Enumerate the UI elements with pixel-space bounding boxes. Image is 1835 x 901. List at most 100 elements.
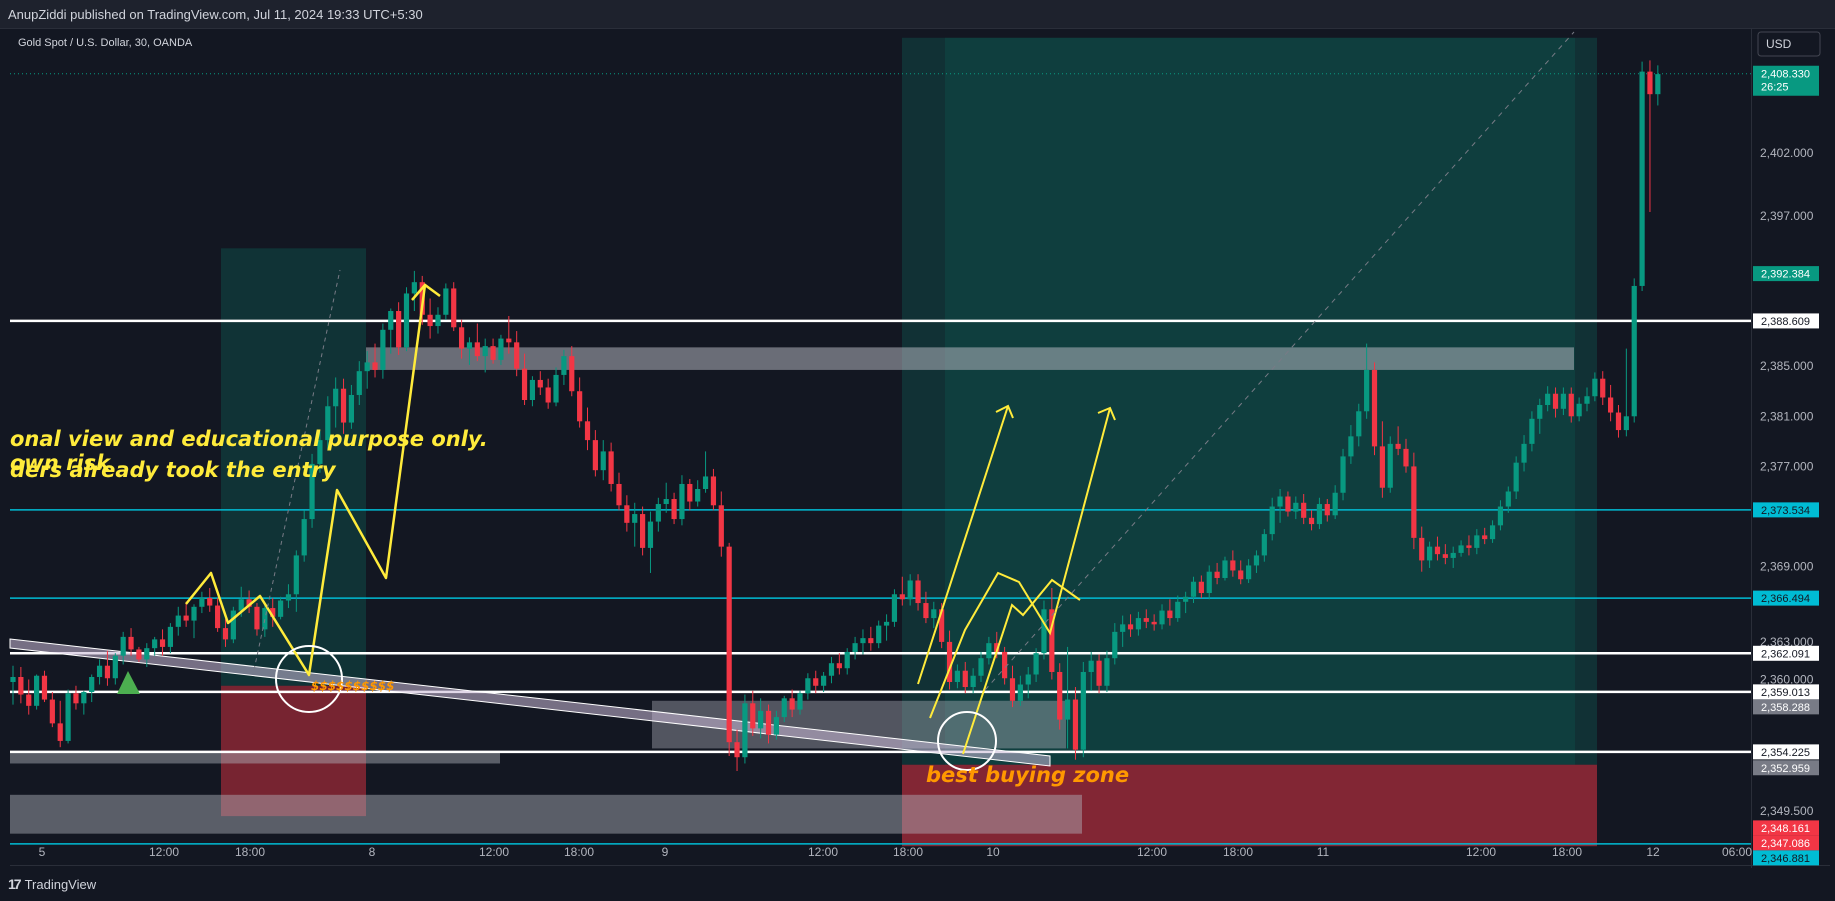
candle-body[interactable] (640, 514, 646, 548)
candle-body[interactable] (616, 483, 622, 506)
candle-body[interactable] (1395, 443, 1401, 449)
candle-body[interactable] (1458, 545, 1464, 553)
candle-body[interactable] (238, 599, 244, 611)
price-label-badge[interactable] (1753, 850, 1819, 866)
candle-body[interactable] (1608, 397, 1614, 413)
demand-box-small[interactable] (10, 750, 500, 764)
candle-body[interactable] (608, 451, 614, 484)
demand-box-large[interactable] (10, 794, 1082, 834)
candle-body[interactable] (26, 694, 32, 706)
candle-body[interactable] (1592, 378, 1598, 397)
candle-body[interactable] (915, 580, 921, 604)
candle-body[interactable] (1072, 699, 1079, 750)
candle-body[interactable] (1190, 581, 1197, 597)
candle-body[interactable] (1222, 560, 1228, 578)
entry-circle-1[interactable] (275, 645, 343, 713)
candle-body[interactable] (144, 648, 150, 660)
price-label-badge[interactable] (1753, 760, 1819, 776)
price-label-badge[interactable] (1753, 266, 1819, 282)
candle-body[interactable] (175, 615, 181, 627)
candle-body[interactable] (1332, 492, 1338, 516)
candle-body[interactable] (876, 625, 882, 644)
candle-body[interactable] (1245, 565, 1252, 580)
candle-body[interactable] (695, 488, 701, 502)
candle-body[interactable] (710, 476, 717, 506)
candle-body[interactable] (1489, 525, 1496, 540)
candle-body[interactable] (521, 368, 528, 400)
candle-body[interactable] (931, 609, 937, 619)
candle-body[interactable] (1316, 504, 1323, 525)
candle-body[interactable] (277, 600, 284, 617)
candle-body[interactable] (380, 329, 386, 370)
price-label-badge[interactable] (1753, 590, 1819, 606)
candle-body[interactable] (860, 638, 866, 644)
candle-body[interactable] (1230, 560, 1236, 571)
candle-body[interactable] (765, 710, 772, 735)
candle-body[interactable] (1096, 660, 1102, 686)
candle-body[interactable] (868, 638, 874, 644)
candle-body[interactable] (89, 676, 95, 693)
candle-body[interactable] (978, 658, 984, 676)
candle-body[interactable] (655, 504, 661, 522)
price-label-badge[interactable] (1753, 835, 1819, 851)
candle-body[interactable] (1324, 504, 1330, 516)
candle-body[interactable] (1041, 609, 1047, 654)
candle-body[interactable] (325, 406, 331, 441)
candle-body[interactable] (994, 643, 1000, 652)
candle-body[interactable] (498, 338, 504, 360)
candle-body[interactable] (805, 678, 811, 694)
candle-body[interactable] (1088, 660, 1094, 672)
candle-body[interactable] (199, 598, 205, 607)
candle-body[interactable] (293, 555, 299, 595)
candle-body[interactable] (1269, 506, 1275, 535)
candle-body[interactable] (828, 663, 835, 676)
candle-body[interactable] (781, 698, 787, 718)
candle-body[interactable] (104, 665, 111, 679)
candle-body[interactable] (813, 678, 819, 686)
candle-body[interactable] (923, 603, 929, 619)
candle-body[interactable] (1293, 502, 1299, 512)
candle-body[interactable] (372, 362, 378, 370)
candle-body[interactable] (758, 710, 764, 729)
candle-body[interactable] (529, 379, 536, 400)
candle-body[interactable] (474, 342, 480, 357)
price-label-badge[interactable] (1753, 313, 1819, 329)
candle-body[interactable] (301, 519, 307, 556)
candle-body[interactable] (1049, 609, 1055, 672)
candle-body[interactable] (128, 636, 134, 650)
candle-body[interactable] (1151, 621, 1157, 625)
candle-body[interactable] (750, 703, 756, 729)
candle-body[interactable] (1183, 596, 1189, 602)
candle-body[interactable] (396, 311, 402, 348)
candle-body[interactable] (1419, 537, 1425, 561)
candle-body[interactable] (81, 692, 87, 704)
candle-body[interactable] (970, 675, 976, 688)
candle-body[interactable] (183, 615, 189, 621)
candle-body[interactable] (821, 675, 827, 686)
price-label-badge[interactable] (1753, 744, 1819, 760)
candle-body[interactable] (1167, 610, 1173, 619)
candle-body[interactable] (388, 311, 394, 330)
candle-body[interactable] (309, 463, 315, 520)
candle-body[interactable] (671, 499, 677, 520)
candle-body[interactable] (1356, 411, 1362, 437)
candle-body[interactable] (1080, 671, 1086, 750)
candle-body[interactable] (167, 626, 173, 647)
candle-body[interactable] (718, 505, 724, 547)
candle-body[interactable] (1655, 74, 1661, 95)
candle-body[interactable] (270, 608, 276, 617)
candle-body[interactable] (663, 499, 669, 505)
candle-body[interactable] (1623, 416, 1629, 431)
candle-body[interactable] (1411, 466, 1417, 538)
candle-body[interactable] (1198, 581, 1204, 594)
candle-body[interactable] (1631, 285, 1637, 417)
candle-body[interactable] (726, 546, 732, 743)
currency-button[interactable] (1757, 31, 1821, 57)
candle-body[interactable] (962, 670, 968, 688)
candle-body[interactable] (159, 639, 166, 647)
candle-body[interactable] (687, 483, 693, 502)
candle-body[interactable] (34, 675, 40, 706)
candle-body[interactable] (734, 742, 740, 758)
candle-body[interactable] (1576, 403, 1582, 417)
candle-body[interactable] (1545, 393, 1551, 406)
